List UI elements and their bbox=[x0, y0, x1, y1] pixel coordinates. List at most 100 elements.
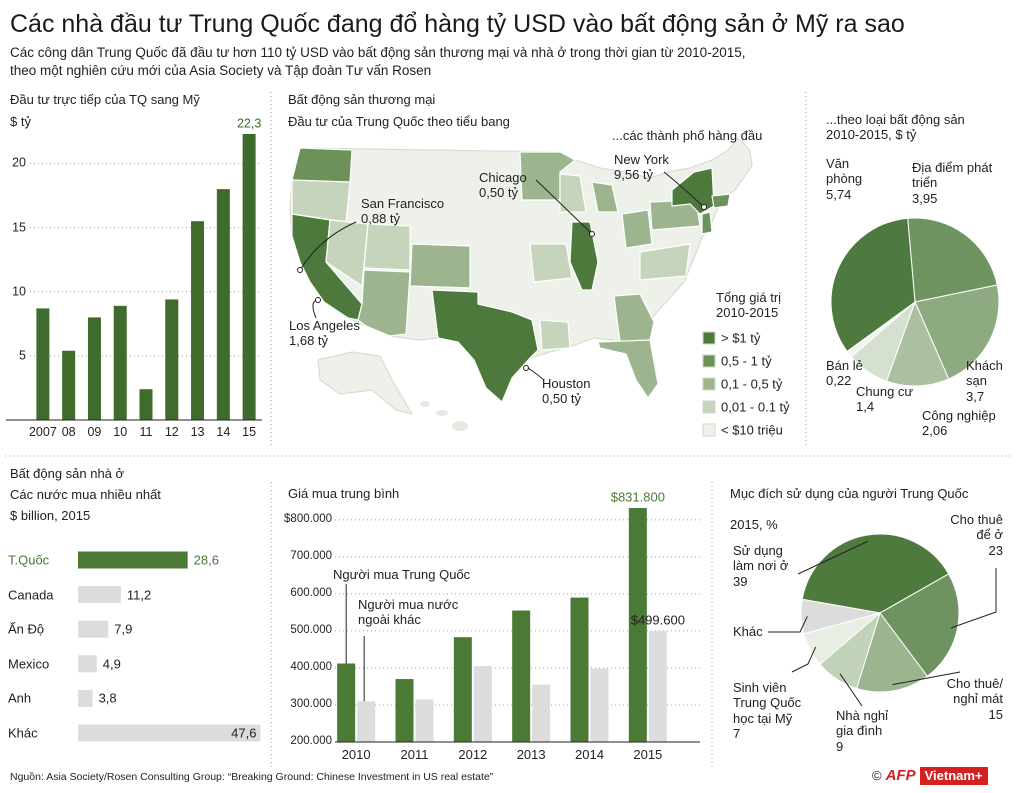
slice-name: Cho thuê/ nghỉ mát bbox=[946, 676, 1003, 707]
chart-subtitle: Các nước mua nhiều nhất bbox=[10, 487, 161, 502]
state bbox=[621, 209, 653, 249]
slice-name: Bán lẻ bbox=[826, 358, 863, 373]
state bbox=[591, 181, 619, 213]
chart-title: Đầu tư trực tiếp của TQ sang Mỹ bbox=[10, 92, 200, 107]
legend-label: < $10 triệu bbox=[721, 422, 783, 438]
y-tick-label: 15 bbox=[12, 220, 26, 235]
slice-value: 15 bbox=[988, 706, 1003, 722]
slice-name: Sử dụng làm nơi ở bbox=[733, 543, 789, 574]
state bbox=[711, 193, 731, 209]
bar bbox=[357, 701, 376, 742]
slice-value: 3,95 bbox=[912, 190, 938, 206]
bar bbox=[590, 668, 609, 742]
y-tick-label: 400.000 bbox=[290, 661, 332, 674]
y-tick-label: 200.000 bbox=[290, 735, 332, 748]
outlet: Vietnam+ bbox=[919, 767, 988, 785]
slice-value: 39 bbox=[733, 573, 748, 589]
us-map bbox=[289, 137, 753, 431]
x-tick-label: 2010 bbox=[341, 747, 371, 762]
state bbox=[539, 319, 571, 351]
slice-value: 23 bbox=[988, 542, 1003, 558]
slice-label: Chung cư 1,4 bbox=[856, 384, 913, 415]
legend-label: > $1 tỷ bbox=[721, 330, 761, 346]
slice-value: 5,74 bbox=[826, 186, 852, 202]
bar bbox=[78, 655, 97, 673]
x-tick-label: 12 bbox=[164, 425, 179, 439]
x-tick-label: 08 bbox=[61, 425, 76, 439]
bar bbox=[242, 133, 256, 420]
city-value: 1,68 tỷ bbox=[289, 333, 329, 349]
state bbox=[613, 293, 655, 343]
chart-subtitle: Đầu tư của Trung Quốc theo tiểu bang bbox=[288, 114, 510, 129]
bar bbox=[216, 189, 230, 420]
slice-value: 9 bbox=[836, 738, 844, 754]
leader-line bbox=[950, 568, 997, 629]
credit: © AFP Vietnam+ bbox=[872, 767, 988, 785]
slice-value: 1,4 bbox=[856, 399, 875, 415]
value-label: $499.600 bbox=[630, 612, 685, 628]
bar bbox=[62, 350, 76, 420]
slice-label: Sinh viên Trung Quốc học tại Mỹ 7 bbox=[733, 680, 801, 741]
leader-line bbox=[299, 221, 357, 271]
category-label: Ấn Độ bbox=[8, 621, 45, 637]
slice-label: Khác bbox=[733, 624, 763, 639]
bar bbox=[78, 724, 261, 742]
state bbox=[431, 289, 539, 404]
bar bbox=[532, 684, 551, 742]
city-name: New York bbox=[614, 152, 669, 167]
value-label: 47,6 bbox=[231, 725, 257, 741]
bar bbox=[512, 610, 531, 742]
slice-value: 2,06 bbox=[922, 423, 948, 439]
bar bbox=[113, 305, 127, 420]
city-marker bbox=[701, 204, 707, 210]
legend-swatch bbox=[702, 423, 716, 437]
state bbox=[291, 147, 353, 185]
x-tick-label: 2015 bbox=[633, 747, 663, 762]
bar bbox=[78, 551, 188, 569]
source: Nguồn: Asia Society/Rosen Consulting Gro… bbox=[10, 771, 494, 783]
copyright: © bbox=[872, 768, 882, 784]
legend-title: Tổng giá trị 2010-2015 bbox=[716, 290, 782, 321]
value-label: 4,9 bbox=[102, 656, 121, 672]
city-marker bbox=[315, 297, 321, 303]
pie-slice bbox=[801, 533, 950, 614]
y-tick-label: 500.000 bbox=[290, 624, 332, 637]
leader-line bbox=[839, 673, 863, 707]
hawaii bbox=[436, 410, 448, 416]
slice-label: Bán lẻ 0,22 bbox=[826, 358, 863, 389]
y-tick-label: 600.000 bbox=[290, 587, 332, 600]
cities-title: ...các thành phố hàng đầu bbox=[612, 128, 763, 143]
axis-label: $ tỷ bbox=[10, 114, 31, 129]
slice-value: 3,7 bbox=[966, 388, 985, 404]
state bbox=[671, 167, 715, 215]
bar bbox=[191, 221, 205, 420]
slice-label: Văn phòng 5,74 bbox=[826, 156, 862, 202]
slice-name: Công nghiệp bbox=[922, 408, 996, 423]
y-tick-label: 300.000 bbox=[290, 698, 332, 711]
y-tick-label: $800.000 bbox=[284, 513, 332, 526]
slice-label: Công nghiệp 2,06 bbox=[922, 408, 996, 439]
slice-name: Khác bbox=[733, 624, 763, 639]
legend-label: 0,1 - 0,5 tỷ bbox=[721, 376, 783, 392]
city-value: 0,88 tỷ bbox=[361, 211, 401, 227]
category-label: Khác bbox=[8, 725, 38, 741]
bar bbox=[78, 620, 109, 638]
city-name: Los Angeles bbox=[289, 318, 360, 333]
bar bbox=[570, 597, 589, 742]
slice-name: Nhà nghỉ gia đình bbox=[836, 708, 889, 739]
hawaii bbox=[420, 401, 430, 407]
x-tick-label: 09 bbox=[87, 425, 102, 439]
state bbox=[357, 269, 411, 337]
value-label: 22,3 bbox=[236, 116, 262, 131]
leader-line bbox=[797, 540, 868, 575]
chart-title: Bất động sản thương mại bbox=[288, 92, 436, 107]
state bbox=[409, 243, 471, 289]
legend-swatch bbox=[702, 331, 716, 345]
state bbox=[559, 173, 587, 213]
city-value: 9,56 tỷ bbox=[614, 167, 654, 183]
x-tick-label: 11 bbox=[139, 425, 153, 439]
page-subtitle: Các công dân Trung Quốc đã đầu tư hơn 11… bbox=[10, 45, 746, 78]
bar bbox=[628, 508, 647, 742]
slice-name: Sinh viên Trung Quốc học tại Mỹ bbox=[733, 680, 802, 726]
